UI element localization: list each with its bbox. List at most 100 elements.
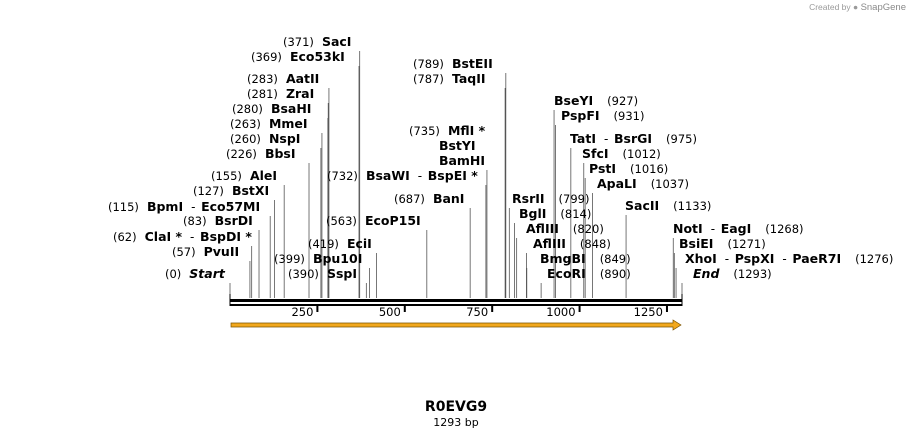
site-ecii: (419) EciI [308,236,372,251]
name-separator: - [418,169,422,183]
site-position: (799) [559,192,590,206]
enzyme-name: ApaLI [597,176,637,191]
site-position: (927) [607,94,638,108]
ruler-tick-label: 250 [291,305,313,319]
site-position: (369) [251,50,282,64]
enzyme-name: PspXI [735,251,775,266]
name-separator: - [190,230,194,244]
site-eco53ki: (369) Eco53kI [251,49,345,64]
backbone-bottom-strand [230,304,682,306]
site-position: (83) [183,214,207,228]
site-bpmi: (115) BpmI - Eco57MI [108,199,260,214]
site-position: (1012) [623,147,661,161]
site-position: (975) [666,132,697,146]
enzyme-name: BseYI [554,93,593,108]
enzyme-name: BstEII [452,56,493,71]
site-position: (399) [274,252,305,266]
dna-backbone [229,294,683,306]
site-position: (687) [394,192,425,206]
site-noti: NotI - EagI (1268) [673,221,804,236]
site-alei: (155) AleI [211,168,277,183]
site-rsrii: RsrII (799) [512,191,589,206]
enzyme-name: EagI [721,221,752,236]
enzyme-name: NotI [673,221,703,236]
name-separator: - [711,222,715,236]
enzyme-name: AleI [250,168,277,183]
enzyme-name: Eco53kI [290,49,345,64]
enzyme-name: SfcI [582,146,609,161]
site-clai: (62) ClaI * - BspDI * [113,229,252,244]
enzyme-name: PvuII [204,244,240,259]
plasmid-length: 1293 bp [433,416,479,429]
site-position: (390) [288,267,319,281]
site-afliii: AflIII (848) [533,236,611,251]
site-sspi: (390) SspI [288,266,357,281]
name-separator: - [191,200,195,214]
site-position: (848) [580,237,611,251]
enzyme-name: BglI [519,206,546,221]
site-position: (280) [232,102,263,116]
site-position: (735) [409,124,440,138]
snapgene-watermark: Created by ● SnapGene [809,2,906,13]
site-aatii: (283) AatII [247,71,319,86]
enzyme-name: EcoRI [547,266,586,281]
enzyme-name: BsaHI [271,101,312,116]
site-position: (57) [172,245,196,259]
site-taqii: (787) TaqII [413,71,486,86]
site-position: (283) [247,72,278,86]
site-position: (814) [560,207,591,221]
site-position: (787) [413,72,444,86]
site-position: (260) [230,132,261,146]
site-position: (1016) [630,162,668,176]
site-ecop15i: (563) EcoP15I [326,213,421,228]
enzyme-name: MflI * [448,123,486,138]
enzyme-name: TatI [570,131,596,146]
site-position: (127) [193,184,224,198]
site-position: (1268) [765,222,803,236]
site-bsteii: (789) BstEII [413,56,493,71]
site-bpu10i: (399) Bpu10I [274,251,362,266]
enzyme-name: BsiEI [679,236,713,251]
enzyme-name: ZraI [286,86,314,101]
site-position: (732) [327,169,358,183]
site-bsahi: (280) BsaHI [232,101,311,116]
site-position: (419) [308,237,339,251]
enzyme-name: PstI [589,161,616,176]
enzyme-name: TaqII [452,71,486,86]
name-separator: - [782,252,786,266]
watermark-prefix: Created by [809,2,851,12]
site-position: (890) [600,267,631,281]
enzyme-name: AatII [286,71,319,86]
site-bmgbi: BmgBI (849) [540,251,631,266]
enzyme-name: XhoI [685,251,717,266]
site-afliii: AflIII (820) [526,221,604,236]
enzyme-name: EciI [347,236,372,251]
site-bgli: BglI (814) [519,206,591,221]
ruler-tick [403,306,406,312]
enzyme-name: BstXI [232,183,269,198]
enzyme-name: BsrDI [215,213,253,228]
site-position: (1271) [727,237,765,251]
enzyme-name: BsrGI [614,131,652,146]
feature-arrow [230,319,682,331]
site-sfci: SfcI (1012) [582,146,661,161]
watermark-brand: SnapGene [860,2,906,13]
enzyme-name: ClaI * [145,229,183,244]
name-separator: - [725,252,729,266]
site-mmei: (263) MmeI [230,116,308,131]
site-bbsi: (226) BbsI [226,146,296,161]
enzyme-name: BspEI * [428,168,478,183]
site-position: (1276) [855,252,893,266]
site-bsiei: BsiEI (1271) [679,236,766,251]
enzyme-name: AflIII [533,236,566,251]
site-psti: PstI (1016) [589,161,668,176]
site-bsrdi: (83) BsrDI [183,213,253,228]
enzyme-name: EcoP15I [365,213,421,228]
enzyme-name: BpmI [147,199,183,214]
site-pvuii: (57) PvuII [172,244,239,259]
site-position: (1293) [733,267,771,281]
site-position: (931) [614,109,645,123]
